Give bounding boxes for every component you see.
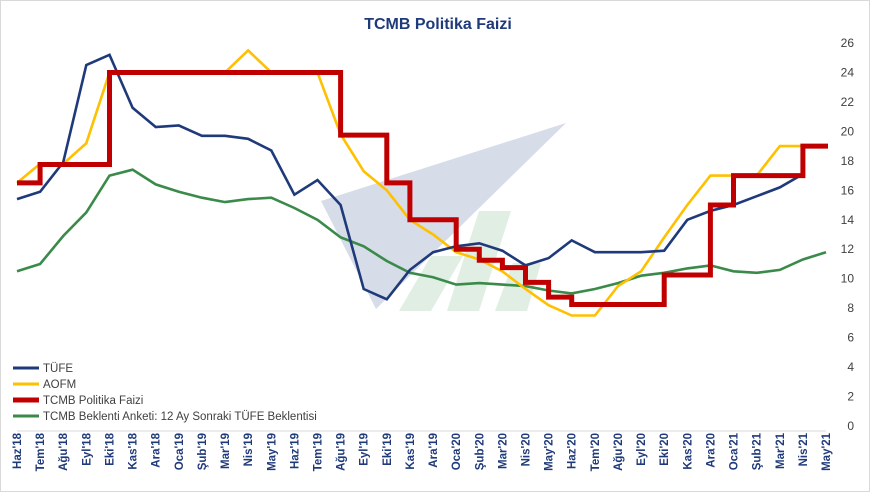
x-tick-label: Şub'21	[752, 432, 764, 470]
x-tick-label: May'21	[821, 432, 833, 471]
x-tick-label: Ağu'19	[336, 433, 348, 471]
x-tick-label: Eki'20	[659, 433, 671, 466]
x-tick-label: Şub'19	[197, 433, 209, 470]
x-tick-label: Oca'21	[729, 432, 741, 470]
y-tick-label: 4	[847, 360, 854, 374]
y-tick-label: 12	[841, 242, 855, 256]
x-tick-label: Eki'18	[104, 432, 116, 465]
x-tick-label: Oca'20	[451, 433, 463, 470]
legend-label: TCMB Beklenti Anketi: 12 Ay Sonraki TÜFE…	[43, 411, 317, 423]
x-tick-label: Ara'19	[428, 433, 440, 468]
x-tick-label: Ağu'18	[58, 432, 70, 470]
x-tick-label: Nis'20	[521, 433, 533, 466]
y-tick-label: 16	[841, 183, 855, 197]
y-tick-label: 0	[847, 419, 854, 433]
x-tick-label: Haz'18	[12, 432, 24, 469]
series-line-t-fe	[16, 53, 804, 301]
x-tick-label: Ara'20	[705, 433, 717, 468]
series-line-tcmb-politika-faizi	[17, 70, 828, 307]
y-tick-label: 6	[847, 331, 854, 345]
x-tick-label: Tem'19	[312, 433, 324, 471]
legend-label: AOFM	[43, 379, 76, 391]
legend: TÜFE AOFM TCMB Politika Faizi TCMB Beklenti…	[13, 363, 317, 423]
legend-label: TÜFE	[43, 363, 73, 375]
watermark-shape-blue	[321, 123, 566, 309]
x-tick-label: Ağu'20	[613, 433, 625, 471]
y-tick-label: 10	[841, 272, 855, 286]
x-tick-label: Eki'19	[382, 433, 394, 466]
series-line-tcmb-beklenti-anketi-12-ay-sonraki-t-fe-beklentisi	[16, 168, 827, 295]
y-tick-label: 26	[841, 36, 855, 50]
x-tick-label: Şub'20	[474, 433, 486, 470]
watermark-shape-green-3	[495, 263, 541, 311]
y-tick-label: 14	[841, 213, 855, 227]
x-tick-label: Ara'18	[151, 432, 163, 467]
x-tick-label: Mar'21	[775, 432, 787, 469]
x-tick-label: Tem'18	[35, 432, 47, 471]
series-layer	[16, 48, 828, 317]
x-axis: Haz'18 Tem'18 Ağu'18 Eyl'18 Eki'18 Kas'18 Ara'…	[12, 430, 833, 471]
x-tick-label: Kas'19	[405, 433, 417, 470]
y-tick-label: 20	[841, 124, 855, 138]
x-tick-label: Haz'20	[567, 433, 579, 469]
watermark-shape-green-1	[399, 256, 463, 311]
x-tick-label: Eyl'18	[81, 432, 93, 465]
x-tick-label: Haz'19	[289, 433, 301, 469]
x-tick-label: Nis'21	[798, 432, 810, 466]
x-tick-label: Nis'19	[243, 433, 255, 466]
x-tick-label: Tem'20	[590, 433, 602, 471]
x-tick-label: Mar'20	[497, 433, 509, 469]
y-tick-label: 22	[841, 95, 855, 109]
y-tick-label: 18	[841, 154, 855, 168]
x-tick-label: Kas'20	[682, 433, 694, 470]
x-tick-label: Mar'19	[220, 433, 232, 469]
x-tick-label: Oca'19	[174, 433, 186, 470]
y-tick-label: 8	[847, 301, 854, 315]
x-tick-label: Eyl'20	[636, 433, 648, 466]
legend-label: TCMB Politika Faizi	[43, 395, 143, 407]
y-tick-label: 24	[841, 65, 855, 79]
x-tick-label: May'19	[266, 433, 278, 471]
y-tick-label: 2	[847, 390, 854, 404]
chart-title: TCMB Politika Faizi	[364, 16, 512, 33]
x-tick-label: May'20	[544, 433, 556, 471]
x-tick-label: Eyl'19	[359, 433, 371, 466]
x-tick-label: Kas'18	[128, 432, 140, 469]
